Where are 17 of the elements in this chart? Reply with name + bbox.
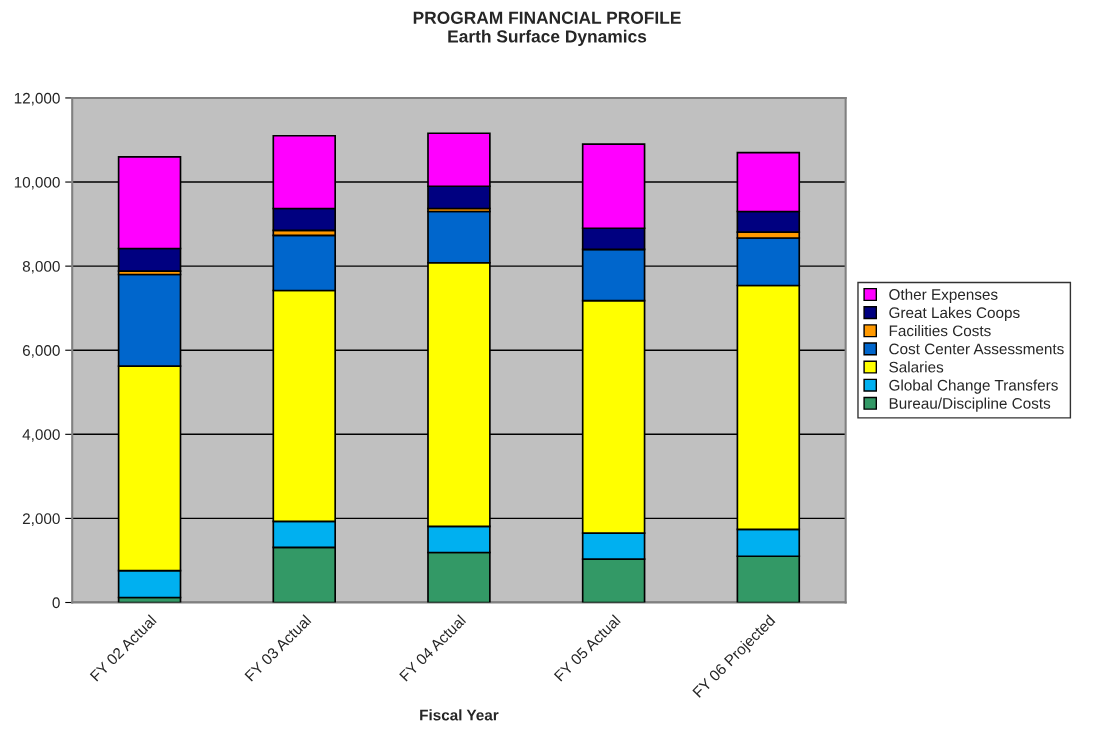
- legend-label: Cost Center Assessments: [889, 343, 1064, 355]
- y-tick-label: 0: [52, 597, 60, 609]
- legend-label: Other Expenses: [889, 288, 998, 303]
- legend-label: Bureau/Discipline Costs: [889, 397, 1051, 412]
- legend-label: Great Lakes Coops: [889, 306, 1020, 322]
- y-tick-label: 2,000: [22, 513, 60, 526]
- y-tick-label: 8,000: [22, 261, 60, 274]
- chart-subtitle: Earth Surface Dynamics: [448, 29, 647, 47]
- y-tick-label: 10,000: [14, 176, 60, 190]
- y-tick-label: 4,000: [22, 429, 60, 442]
- chart-title: PROGRAM FINANCIAL PROFILE: [413, 11, 681, 24]
- legend-label: Global Change Transfers: [889, 379, 1058, 394]
- x-axis-title: Fiscal Year: [420, 709, 499, 721]
- y-tick-label: 6,000: [22, 345, 60, 358]
- legend-label: Salaries: [889, 361, 944, 373]
- y-tick-label: 12,000: [14, 92, 60, 106]
- legend-label: Facilities Costs: [889, 325, 991, 337]
